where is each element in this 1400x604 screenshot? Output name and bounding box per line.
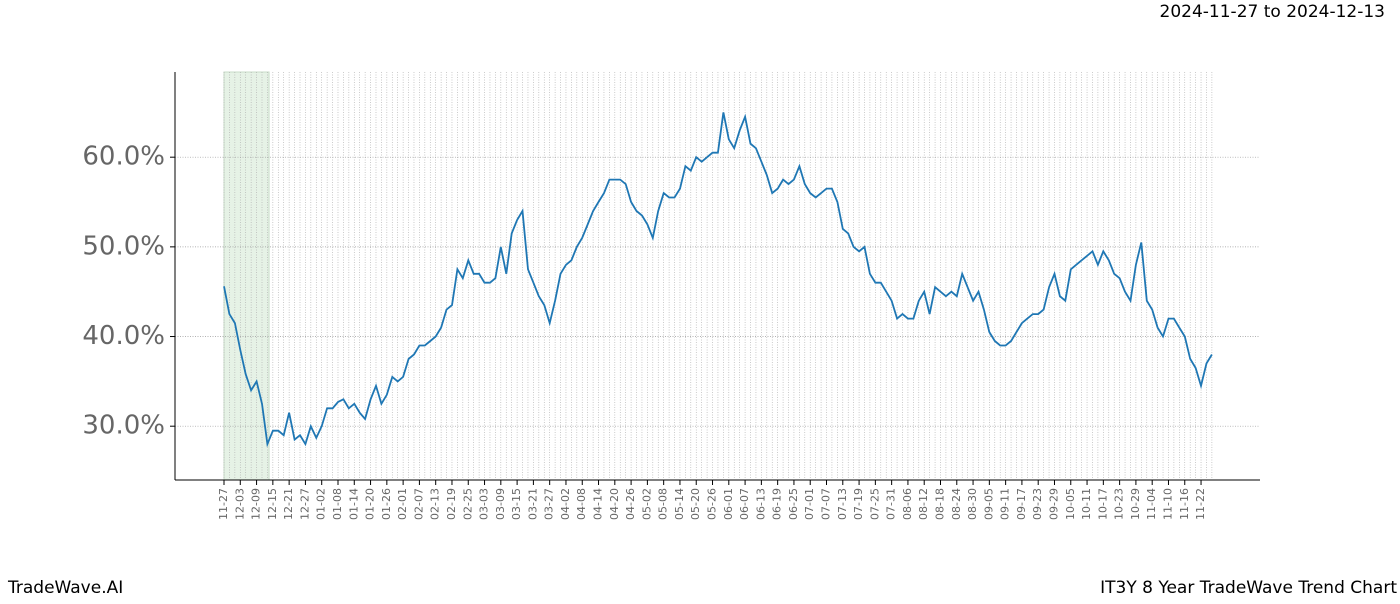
x-tick-label: 03-03 (478, 488, 491, 520)
y-tick-label: 60.0% (82, 142, 165, 172)
x-tick-label: 09-17 (1015, 488, 1028, 520)
x-tick-label: 10-29 (1129, 488, 1142, 520)
x-tick-label: 12-15 (266, 488, 279, 520)
x-tick-label: 05-26 (706, 488, 719, 520)
x-tick-label: 01-08 (331, 488, 344, 520)
x-tick-label: 02-01 (396, 488, 409, 520)
x-tick-label: 08-18 (933, 488, 946, 520)
x-tick-label: 08-06 (901, 488, 914, 520)
x-tick-label: 03-15 (510, 488, 523, 520)
x-tick-label: 10-11 (1080, 488, 1093, 520)
x-tick-label: 01-14 (347, 488, 360, 520)
x-tick-label: 10-05 (1064, 488, 1077, 520)
x-tick-label: 06-07 (738, 488, 751, 520)
y-tick-label: 40.0% (82, 321, 165, 351)
x-tick-label: 06-25 (787, 488, 800, 520)
x-tick-label: 04-26 (624, 488, 637, 520)
x-tick-label: 09-29 (1047, 488, 1060, 520)
y-tick-label: 50.0% (82, 231, 165, 261)
date-range: 2024-11-27 to 2024-12-13 (1160, 2, 1385, 22)
x-tick-label: 06-19 (771, 488, 784, 520)
x-tick-label: 07-01 (803, 488, 816, 520)
chart-name: IT3Y 8 Year TradeWave Trend Chart (1100, 578, 1397, 598)
x-tick-label: 09-11 (999, 488, 1012, 520)
x-tick-label: 01-02 (315, 488, 328, 520)
x-tick-label: 07-31 (885, 488, 898, 520)
x-tick-label: 05-08 (657, 488, 670, 520)
x-tick-label: 02-13 (429, 488, 442, 520)
x-tick-label: 07-19 (852, 488, 865, 520)
x-tick-label: 01-20 (364, 488, 377, 520)
trend-line (223, 112, 1213, 448)
brand: TradeWave.AI (7, 578, 123, 598)
x-tick-label: 03-21 (526, 488, 539, 520)
y-tick-label: 30.0% (82, 411, 165, 441)
x-tick-label: 04-08 (575, 488, 588, 520)
x-tick-label: 10-17 (1096, 488, 1109, 520)
x-tick-label: 11-04 (1145, 488, 1158, 520)
x-tick-label: 04-02 (559, 488, 572, 520)
highlight-window (223, 71, 270, 481)
x-tick-label: 02-07 (412, 488, 425, 520)
x-tick-label: 07-07 (820, 488, 833, 520)
x-tick-label: 12-09 (250, 488, 263, 520)
x-tick-label: 07-25 (868, 488, 881, 520)
x-tick-label: 01-26 (380, 488, 393, 520)
x-tick-label: 11-22 (1194, 488, 1207, 520)
x-tick-label: 06-01 (722, 488, 735, 520)
x-tick-label: 04-20 (608, 488, 621, 520)
x-tick-label: 08-24 (950, 488, 963, 520)
x-tick-label: 02-19 (445, 488, 458, 520)
x-tick-label: 08-30 (966, 488, 979, 520)
x-tick-label: 08-12 (917, 488, 930, 520)
x-tick-label: 11-10 (1161, 488, 1174, 520)
x-tick-label: 12-03 (233, 488, 246, 520)
x-tick-label: 12-21 (282, 488, 295, 520)
x-tick-label: 09-23 (1031, 488, 1044, 520)
x-tick-label: 12-27 (298, 488, 311, 520)
x-tick-label: 06-13 (754, 488, 767, 520)
x-tick-label: 05-20 (689, 488, 702, 520)
x-tick-label: 07-13 (836, 488, 849, 520)
x-tick-label: 04-14 (592, 488, 605, 520)
x-tick-label: 09-05 (982, 488, 995, 520)
x-tick-label: 03-09 (494, 488, 507, 520)
x-tick-label: 11-27 (217, 488, 230, 520)
x-tick-label: 05-14 (673, 488, 686, 520)
x-tick-label: 11-16 (1178, 488, 1191, 520)
x-tick-label: 10-23 (1113, 488, 1126, 520)
x-tick-label: 05-02 (640, 488, 653, 520)
x-tick-label: 03-27 (543, 488, 556, 520)
x-tick-label: 02-25 (461, 488, 474, 520)
